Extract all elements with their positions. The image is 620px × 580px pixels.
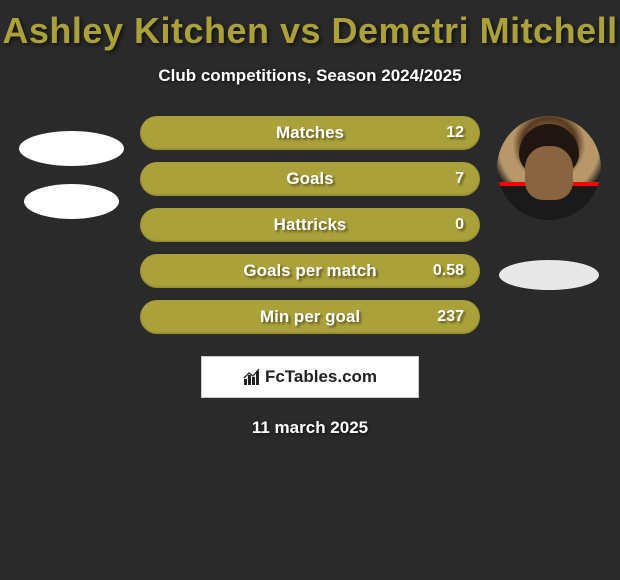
bar-label: Hattricks [274,215,347,235]
stats-bars: Matches 12 Goals 7 Hattricks 0 Goals per… [136,116,484,334]
subtitle: Club competitions, Season 2024/2025 [0,66,620,86]
player-right [484,116,614,334]
bar-matches: Matches 12 [140,116,480,150]
avatar-placeholder-2 [24,184,119,219]
avatar-placeholder-1 [19,131,124,166]
bar-label: Matches [276,123,344,143]
bar-label: Goals per match [243,261,376,281]
bar-value: 12 [446,124,464,142]
bar-goals: Goals 7 [140,162,480,196]
player-left [6,116,136,334]
date-text: 11 march 2025 [0,418,620,438]
bar-label: Min per goal [260,307,360,327]
bar-value: 0 [455,216,464,234]
brand-text: FcTables.com [265,367,377,387]
bars-icon [243,368,261,386]
bar-value: 0.58 [433,262,464,280]
brand-box[interactable]: FcTables.com [201,356,419,398]
avatar-placeholder-3 [499,260,599,290]
bar-value: 7 [455,170,464,188]
bar-min-per-goal: Min per goal 237 [140,300,480,334]
bar-hattricks: Hattricks 0 [140,208,480,242]
bar-goals-per-match: Goals per match 0.58 [140,254,480,288]
bar-value: 237 [437,308,464,326]
bar-label: Goals [286,169,333,189]
comparison-row: Matches 12 Goals 7 Hattricks 0 Goals per… [0,116,620,334]
avatar-photo [497,116,601,220]
page-title: Ashley Kitchen vs Demetri Mitchell [0,0,620,52]
